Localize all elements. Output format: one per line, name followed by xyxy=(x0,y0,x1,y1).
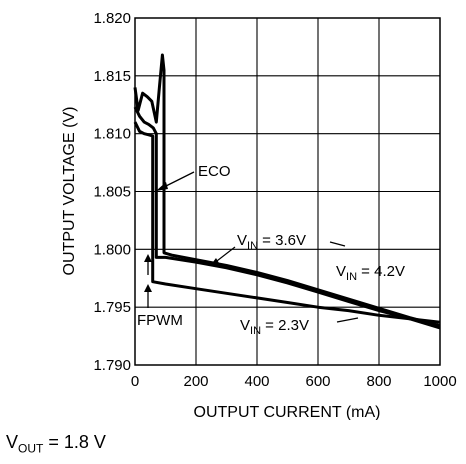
vin-42-label: VIN = 4.2V xyxy=(336,263,405,283)
y-tick-label: 1.800 xyxy=(93,241,131,258)
x-axis-title: OUTPUT CURRENT (mA) xyxy=(194,404,381,420)
eco-label: ECO xyxy=(198,163,231,180)
vin-36-arrow-head xyxy=(210,258,219,266)
x-tick-label: 800 xyxy=(366,373,391,390)
vin-36-label: VIN = 3.6V xyxy=(237,232,306,252)
x-tick-label: 400 xyxy=(244,373,269,390)
fpwm-label: FPWM xyxy=(137,312,183,329)
vin-23-leader xyxy=(336,317,359,323)
series-line-0 xyxy=(133,106,441,330)
y-tick-label: 1.790 xyxy=(93,357,131,374)
grid xyxy=(135,18,440,365)
fpwm-arrow-lower-head xyxy=(144,284,152,292)
y-tick-label: 1.820 xyxy=(93,10,131,27)
y-tick-label: 1.805 xyxy=(93,184,131,201)
vin-36-leader xyxy=(329,241,346,247)
plot-frame xyxy=(134,17,441,366)
x-tick-labels: 0 200 400 600 800 1000 xyxy=(131,373,457,390)
footer-condition: VOUT = 1.8 V xyxy=(6,432,106,456)
y-tick-label: 1.795 xyxy=(93,299,131,316)
vin-23-label: VIN = 2.3V xyxy=(240,317,309,337)
series-layer xyxy=(133,53,441,330)
fpwm-arrow-upper-head xyxy=(144,254,152,262)
x-tick-label: 200 xyxy=(183,373,208,390)
series-line-1 xyxy=(133,53,441,328)
x-tick-label: 1000 xyxy=(423,373,456,390)
series-line-2 xyxy=(133,121,441,324)
y-axis-title: OUTPUT VOLTAGE (V) xyxy=(61,107,78,276)
chart: 0 200 400 600 800 1000 1.7901.7951.8001.8051.… xyxy=(61,10,457,420)
y-tick-label: 1.810 xyxy=(93,126,131,143)
x-tick-label: 0 xyxy=(131,373,139,390)
y-tick-labels: 1.790 1.795 1.800 1.805 1.810 1.815 1.820 xyxy=(93,10,131,374)
x-tick-label: 600 xyxy=(305,373,330,390)
y-tick-label: 1.815 xyxy=(93,68,131,85)
eco-arrow-head xyxy=(156,182,168,191)
